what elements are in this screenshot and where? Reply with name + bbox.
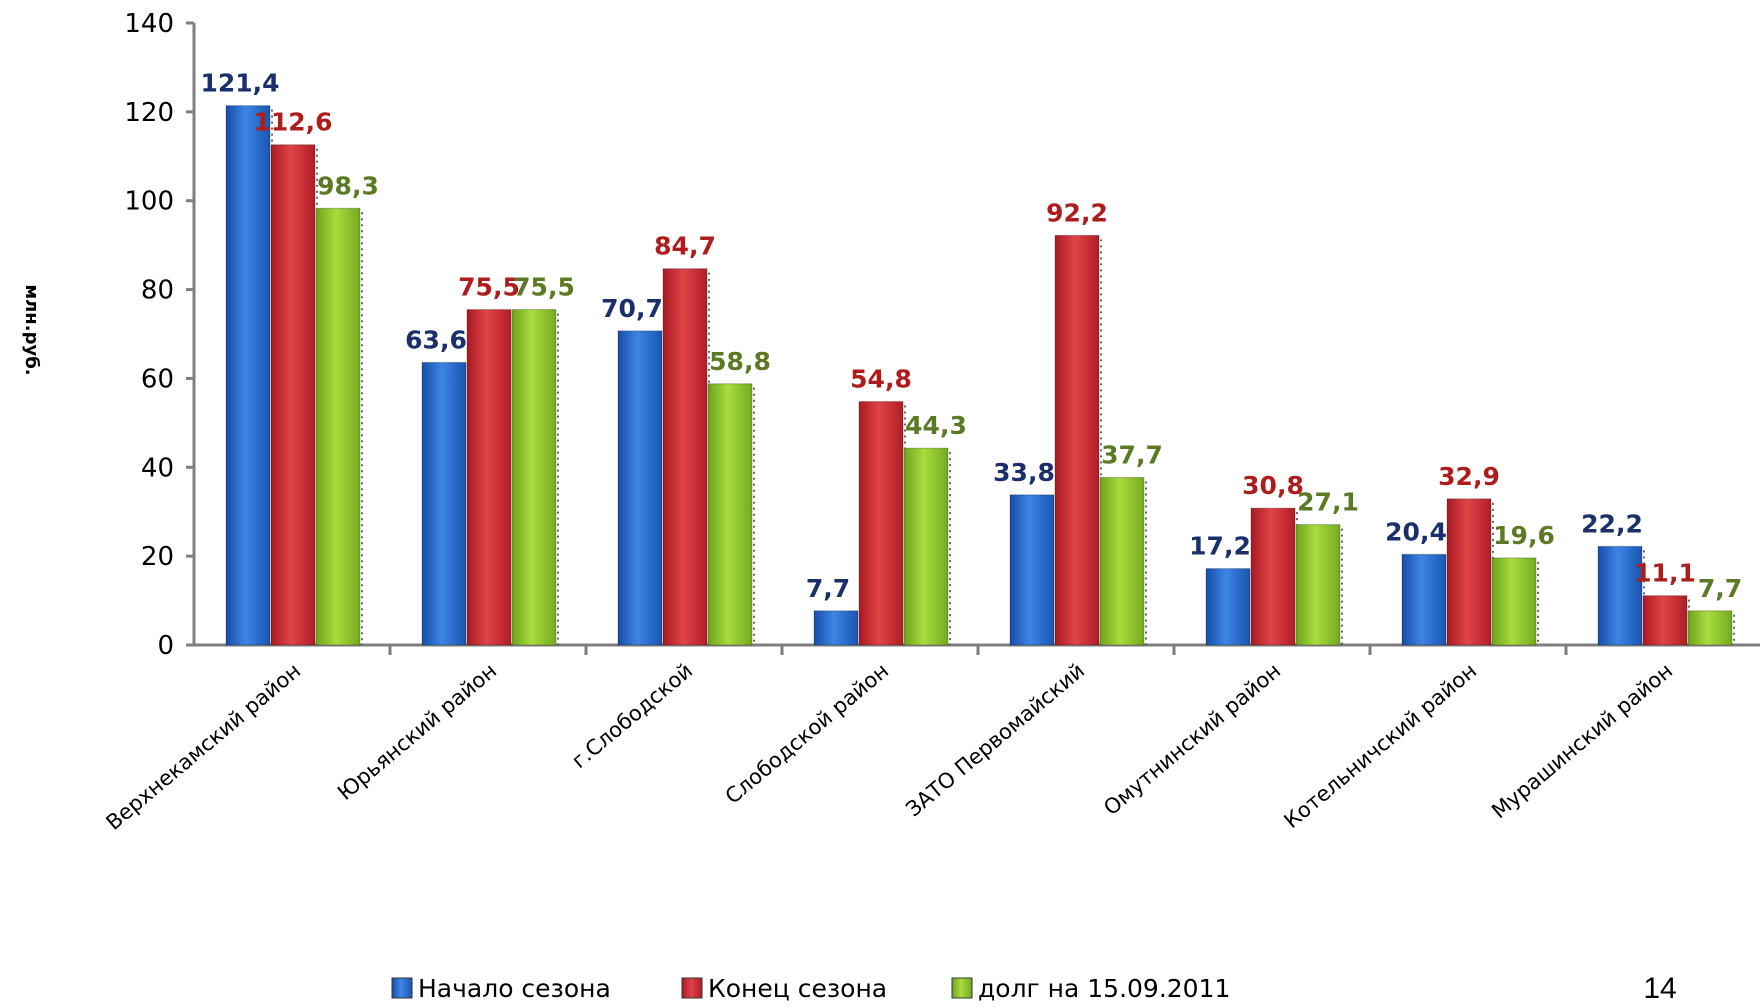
x-tick-label: ЗАТО Первомайский — [901, 658, 1089, 821]
bar-end — [1054, 234, 1100, 646]
data-label-end: 54,8 — [850, 365, 912, 394]
bar-end — [858, 401, 904, 646]
data-label-start: 7,7 — [806, 574, 850, 603]
y-tick-label: 140 — [124, 9, 174, 39]
y-tick-label: 40 — [141, 453, 174, 483]
data-label-start: 33,8 — [993, 458, 1055, 487]
data-label-debt: 75,5 — [513, 273, 575, 302]
data-label-debt: 37,7 — [1101, 441, 1163, 470]
x-tick-label: Котельничский район — [1280, 658, 1482, 833]
bar-debt — [315, 207, 361, 646]
data-label-debt: 27,1 — [1297, 488, 1359, 517]
data-label-debt: 58,8 — [709, 347, 771, 376]
data-label-debt: 19,6 — [1493, 521, 1555, 550]
y-tick-label: 120 — [124, 98, 174, 128]
bar-end — [466, 309, 512, 646]
legend-label-debt: долг на 15.09.2011 — [978, 974, 1230, 1003]
bar-debt — [1687, 610, 1733, 646]
bar-start — [225, 105, 271, 646]
data-label-end: 92,2 — [1046, 198, 1108, 227]
data-label-end: 32,9 — [1438, 462, 1500, 491]
bar-end — [662, 268, 708, 646]
x-tick-label: Слободской район — [721, 658, 894, 808]
x-tick-label: Мурашинский район — [1487, 658, 1677, 823]
bar-start — [617, 330, 663, 646]
bar-debt — [1099, 477, 1145, 646]
legend-label-start: Начало сезона — [418, 974, 611, 1003]
data-label-debt: 7,7 — [1698, 574, 1742, 603]
bar-debt — [707, 383, 753, 646]
legend-swatch-debt — [951, 977, 973, 999]
bar-start — [813, 610, 859, 646]
bar-start — [421, 361, 467, 646]
y-axis-label: млн.руб. — [21, 284, 42, 375]
data-label-end: 75,5 — [458, 273, 520, 302]
data-label-end: 84,7 — [654, 232, 716, 261]
page-number: 14 — [1643, 972, 1676, 1005]
bar-end — [1250, 507, 1296, 646]
legend-label-end: Конец сезона — [708, 974, 887, 1003]
legend-swatch-start — [391, 977, 413, 999]
y-tick-label: 20 — [141, 542, 174, 572]
data-label-debt: 44,3 — [905, 411, 967, 440]
bar-start — [1009, 494, 1055, 646]
bar-debt — [903, 447, 949, 646]
data-label-debt: 98,3 — [317, 171, 379, 200]
y-tick-label: 0 — [157, 631, 174, 661]
data-label-start: 22,2 — [1581, 509, 1643, 538]
x-tick-label: Омутнинский район — [1099, 658, 1285, 820]
data-label-start: 63,6 — [405, 325, 467, 354]
data-label-end: 112,6 — [253, 108, 332, 137]
y-tick-label: 100 — [124, 187, 174, 217]
bar-end — [270, 144, 316, 646]
data-label-end: 11,1 — [1634, 559, 1696, 588]
bar-end — [1642, 595, 1688, 646]
bar-end — [1446, 498, 1492, 646]
x-tick-label: Верхнекамский район — [102, 658, 306, 834]
y-tick-label: 60 — [141, 364, 174, 394]
data-label-start: 121,4 — [200, 69, 279, 98]
bar-start — [1401, 553, 1447, 646]
data-label-end: 30,8 — [1242, 471, 1304, 500]
bar-debt — [1491, 557, 1537, 646]
x-tick-label: Юрьянский район — [333, 658, 501, 805]
bar-debt — [1295, 524, 1341, 646]
data-label-start: 17,2 — [1189, 532, 1251, 561]
data-label-start: 70,7 — [601, 294, 663, 323]
legend-swatch-end — [681, 977, 703, 999]
y-tick-label: 80 — [141, 276, 174, 306]
bar-start — [1597, 545, 1643, 646]
data-label-start: 20,4 — [1385, 517, 1447, 546]
x-tick-label: г.Слободской — [567, 658, 697, 773]
bar-start — [1205, 568, 1251, 646]
bar-debt — [511, 309, 557, 646]
